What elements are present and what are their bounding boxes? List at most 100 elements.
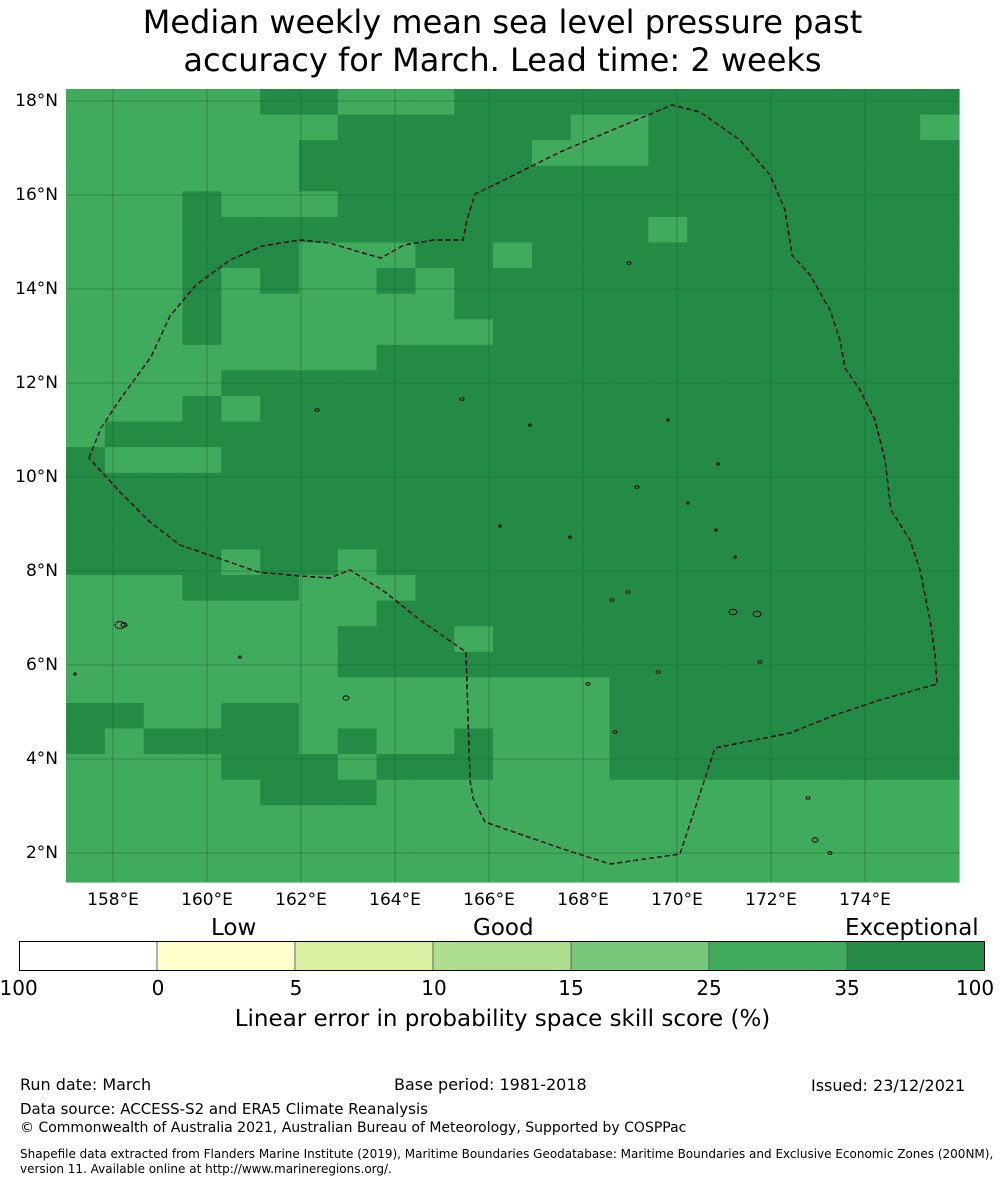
skill-cell: [143, 344, 184, 371]
skill-cell: [415, 805, 455, 832]
skill-cell: [376, 856, 417, 883]
island: [626, 261, 632, 265]
island: [568, 535, 572, 539]
skill-cell: [66, 549, 106, 576]
skill-cell: [376, 89, 417, 116]
skill-cell: [143, 165, 184, 192]
lon-label-174: 174°E: [839, 890, 891, 910]
skill-cell: [493, 549, 533, 576]
skill-cell: [570, 89, 611, 116]
skill-cell: [920, 702, 960, 730]
skill-cell: [648, 242, 688, 269]
skill-cell: [687, 395, 727, 423]
skill-cell: [920, 754, 960, 781]
skill-cell: [881, 370, 921, 397]
skill-cell: [920, 575, 960, 602]
skill-cell: [221, 89, 261, 116]
skill-cell: [104, 395, 145, 423]
skill-cell: [920, 677, 960, 704]
skill-cell: [687, 523, 727, 551]
skill-cell: [920, 242, 960, 269]
skill-cell: [920, 293, 960, 320]
skill-cell: [881, 754, 921, 781]
skill-cell: [726, 779, 766, 806]
skill-cell: [376, 344, 417, 371]
skill-cell: [609, 319, 649, 346]
skill-cell: [260, 268, 300, 295]
skill-cell: [104, 165, 145, 192]
skill-cell: [842, 728, 882, 755]
skill-cell: [609, 268, 649, 295]
skill-cell: [842, 779, 882, 806]
skill-cell: [881, 395, 921, 423]
map-gridlines: [66, 89, 959, 882]
skill-cell: [260, 498, 300, 525]
skill-cell: [687, 242, 727, 269]
skill-cell: [415, 600, 455, 627]
skill-cell: [66, 677, 106, 704]
skill-cell: [570, 575, 611, 602]
skill-cell: [337, 702, 378, 730]
skill-cell: [260, 728, 300, 755]
skill-cell: [842, 600, 882, 627]
skill-cell: [376, 523, 417, 551]
shapefile-credit-line1: Shapefile data extracted from Flanders M…: [20, 1147, 994, 1161]
lat-label-10: 10°N: [15, 467, 58, 487]
skill-cell: [842, 754, 882, 781]
skill-cell: [881, 421, 921, 448]
skill-cell: [609, 600, 649, 627]
skill-cell: [803, 728, 844, 755]
skill-cell: [376, 677, 417, 704]
skill-cell: [531, 191, 572, 218]
lat-label-16: 16°N: [15, 185, 58, 205]
skill-cell: [221, 575, 261, 602]
skill-cell: [881, 344, 921, 371]
skill-cell: [221, 498, 261, 525]
skill-cell: [221, 754, 261, 781]
skill-cell: [260, 856, 300, 883]
skill-cell: [415, 191, 455, 218]
skill-cell: [764, 856, 805, 883]
skill-cell: [570, 268, 611, 295]
skill-cell: [687, 549, 727, 576]
skill-cell: [337, 114, 378, 141]
skill-cell: [920, 805, 960, 832]
skill-cell: [104, 216, 145, 244]
skill-cell: [493, 319, 533, 346]
skill-cell: [881, 498, 921, 525]
skill-cell: [143, 575, 184, 602]
skill-cell: [881, 856, 921, 883]
skill-cell: [260, 702, 300, 730]
skill-cell: [66, 370, 106, 397]
skill-cell: [66, 626, 106, 653]
skill-cell: [764, 114, 805, 141]
skill-cell: [842, 523, 882, 551]
colorbar-segment: [708, 941, 848, 971]
skill-cell: [337, 856, 378, 883]
colorbar-tick-25: 25: [696, 976, 722, 1000]
skill-cell: [298, 165, 339, 192]
skill-cell: [726, 575, 766, 602]
skill-cell: [104, 805, 145, 832]
skill-cell: [687, 447, 727, 474]
skill-cell: [803, 754, 844, 781]
skill-cell: [182, 242, 222, 269]
skill-cell: [803, 600, 844, 627]
skill-cell: [260, 293, 300, 320]
skill-cell: [493, 447, 533, 474]
skill-cell: [842, 805, 882, 832]
skill-cell: [842, 677, 882, 704]
skill-cell: [920, 523, 960, 551]
skill-cell: [648, 421, 688, 448]
skill-cell: [609, 421, 649, 448]
skill-cell: [648, 344, 688, 371]
skill-cell: [376, 140, 417, 167]
skill-cell: [337, 191, 378, 218]
skill-cell: [881, 779, 921, 806]
skill-cell: [221, 600, 261, 627]
skill-cell: [648, 805, 688, 832]
skill-cell: [260, 677, 300, 704]
skill-cell: [764, 523, 805, 551]
skill-cell: [726, 754, 766, 781]
skill-cell: [337, 395, 378, 423]
